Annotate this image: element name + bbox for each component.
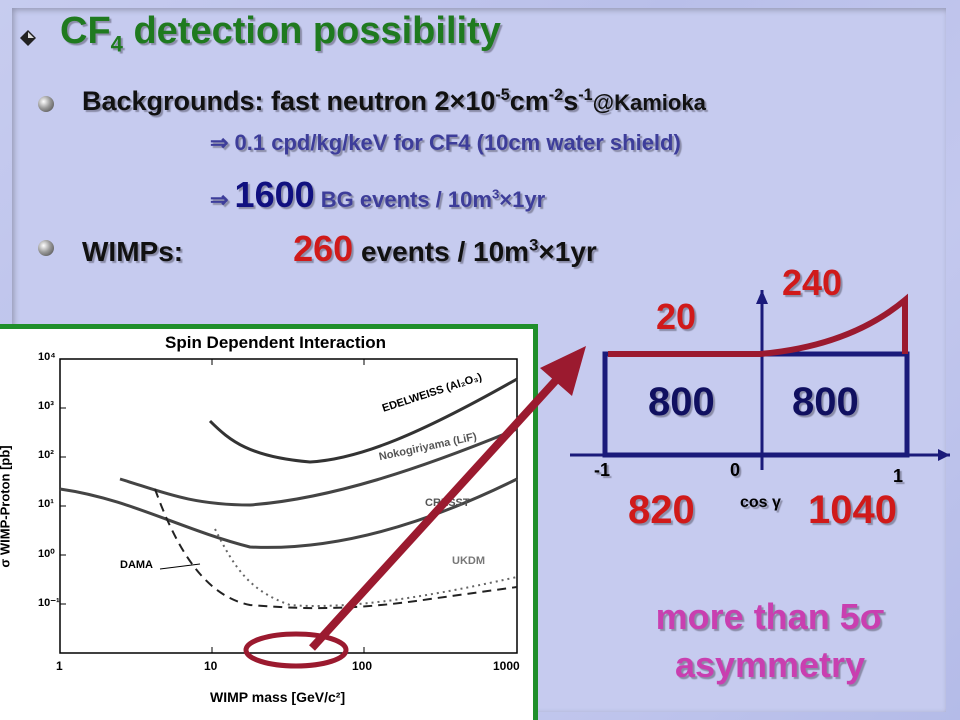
conclusion-line-2: asymmetry xyxy=(674,644,866,685)
y-tick-label: 10² xyxy=(38,449,54,461)
cos-gamma-label: cos γ xyxy=(740,494,781,511)
y-tick-label: 10¹ xyxy=(38,498,54,510)
signal-right-value: 240 xyxy=(782,262,843,303)
x-tick-label: 10 xyxy=(204,659,218,673)
x-axis-arrow-icon xyxy=(938,449,950,461)
background-right-value: 800 xyxy=(792,380,859,424)
plot-title: Spin Dependent Interaction xyxy=(165,333,387,352)
plot-ticks xyxy=(60,358,365,653)
y-tick-label: 10⁻¹ xyxy=(38,597,60,609)
edelweiss-curve xyxy=(208,377,518,464)
dama-label: DAMA xyxy=(120,559,153,571)
background-rate-line: ⇒ 0.1 cpd/kg/keV for CF4 (10cm water shi… xyxy=(210,130,681,155)
y-tick-label: 10⁰ xyxy=(38,548,55,560)
tick-zero: 0 xyxy=(730,460,741,480)
background-left-value: 800 xyxy=(648,380,715,424)
slide-title: CF4 detection possibility xyxy=(60,10,501,57)
nokogiriyama-curve xyxy=(119,427,518,507)
signal-left-value: 20 xyxy=(656,296,697,337)
x-tick-label: 100 xyxy=(352,659,373,673)
total-right-value: 1040 xyxy=(808,488,897,532)
y-tick-label: 10⁴ xyxy=(38,351,56,363)
y-tick-label: 10³ xyxy=(38,400,54,412)
pointer-arrow-shaft xyxy=(309,375,561,651)
highlight-ellipse xyxy=(243,631,349,669)
signal-curve xyxy=(608,293,908,357)
wimps-line: WIMPs: 260 events / 10m3×1yr xyxy=(82,228,597,269)
background-events-line: ⇒ 1600 BG events / 10m3×1yr xyxy=(210,174,546,215)
title-bullet-icon xyxy=(20,30,36,46)
conclusion-line-1: more than 5σ xyxy=(655,596,885,637)
asymmetry-diagram xyxy=(570,290,950,470)
total-left-value: 820 xyxy=(628,488,695,532)
backgrounds-line: Backgrounds: fast neutron 2×10-5cm-2s-1@… xyxy=(82,86,706,116)
x-tick-label: 1000 xyxy=(493,659,520,673)
tick-minus-one: -1 xyxy=(594,460,611,480)
x-tick-label: 1 xyxy=(56,659,63,673)
exclusion-plot: Spin Dependent Interaction EDELWEISS (Al… xyxy=(0,324,538,720)
ukdm-label: UKDM xyxy=(452,555,485,567)
bullet-icon xyxy=(38,240,54,256)
pointer-arrow-head-icon xyxy=(540,346,586,396)
bullet-icon xyxy=(38,96,54,112)
x-axis-label: WIMP mass [GeV/c²] xyxy=(210,689,346,705)
y-axis-arrow-icon xyxy=(756,290,768,304)
tick-one: 1 xyxy=(893,466,904,486)
dama-pointer xyxy=(159,563,201,570)
dama-curve xyxy=(154,488,518,610)
